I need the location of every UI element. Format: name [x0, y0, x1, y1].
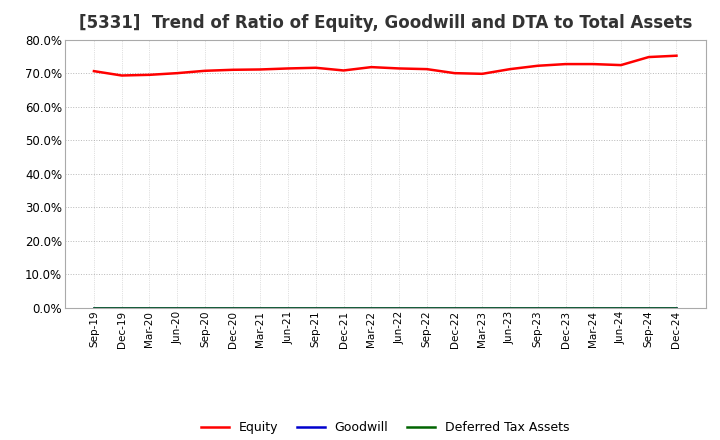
Deferred Tax Assets — [367, 305, 376, 311]
Deferred Tax Assets — [505, 305, 514, 311]
Goodwill — [644, 305, 653, 311]
Goodwill — [284, 305, 292, 311]
Equity — [284, 66, 292, 71]
Goodwill — [450, 305, 459, 311]
Goodwill — [256, 305, 265, 311]
Deferred Tax Assets — [450, 305, 459, 311]
Equity — [367, 65, 376, 70]
Goodwill — [312, 305, 320, 311]
Equity — [478, 71, 487, 77]
Equity — [312, 65, 320, 70]
Equity — [339, 68, 348, 73]
Deferred Tax Assets — [145, 305, 154, 311]
Goodwill — [589, 305, 598, 311]
Deferred Tax Assets — [173, 305, 181, 311]
Goodwill — [228, 305, 237, 311]
Deferred Tax Assets — [478, 305, 487, 311]
Deferred Tax Assets — [339, 305, 348, 311]
Goodwill — [423, 305, 431, 311]
Equity — [616, 62, 625, 68]
Equity — [201, 68, 210, 73]
Equity — [173, 70, 181, 76]
Equity — [534, 63, 542, 68]
Deferred Tax Assets — [561, 305, 570, 311]
Deferred Tax Assets — [423, 305, 431, 311]
Goodwill — [672, 305, 681, 311]
Equity — [117, 73, 126, 78]
Equity — [89, 69, 98, 74]
Deferred Tax Assets — [312, 305, 320, 311]
Goodwill — [117, 305, 126, 311]
Deferred Tax Assets — [589, 305, 598, 311]
Deferred Tax Assets — [284, 305, 292, 311]
Goodwill — [367, 305, 376, 311]
Equity — [395, 66, 403, 71]
Equity — [561, 62, 570, 67]
Goodwill — [201, 305, 210, 311]
Goodwill — [478, 305, 487, 311]
Equity — [672, 53, 681, 59]
Equity — [589, 62, 598, 67]
Deferred Tax Assets — [228, 305, 237, 311]
Goodwill — [561, 305, 570, 311]
Goodwill — [173, 305, 181, 311]
Line: Equity: Equity — [94, 56, 677, 76]
Legend: Equity, Goodwill, Deferred Tax Assets: Equity, Goodwill, Deferred Tax Assets — [197, 416, 574, 439]
Equity — [450, 70, 459, 76]
Goodwill — [145, 305, 154, 311]
Deferred Tax Assets — [616, 305, 625, 311]
Goodwill — [89, 305, 98, 311]
Equity — [644, 55, 653, 60]
Equity — [423, 66, 431, 72]
Deferred Tax Assets — [395, 305, 403, 311]
Goodwill — [534, 305, 542, 311]
Equity — [256, 67, 265, 72]
Title: [5331]  Trend of Ratio of Equity, Goodwill and DTA to Total Assets: [5331] Trend of Ratio of Equity, Goodwil… — [78, 15, 692, 33]
Deferred Tax Assets — [644, 305, 653, 311]
Deferred Tax Assets — [256, 305, 265, 311]
Equity — [145, 72, 154, 77]
Deferred Tax Assets — [201, 305, 210, 311]
Goodwill — [395, 305, 403, 311]
Deferred Tax Assets — [117, 305, 126, 311]
Deferred Tax Assets — [89, 305, 98, 311]
Equity — [505, 66, 514, 72]
Goodwill — [616, 305, 625, 311]
Goodwill — [339, 305, 348, 311]
Deferred Tax Assets — [672, 305, 681, 311]
Goodwill — [505, 305, 514, 311]
Equity — [228, 67, 237, 73]
Deferred Tax Assets — [534, 305, 542, 311]
